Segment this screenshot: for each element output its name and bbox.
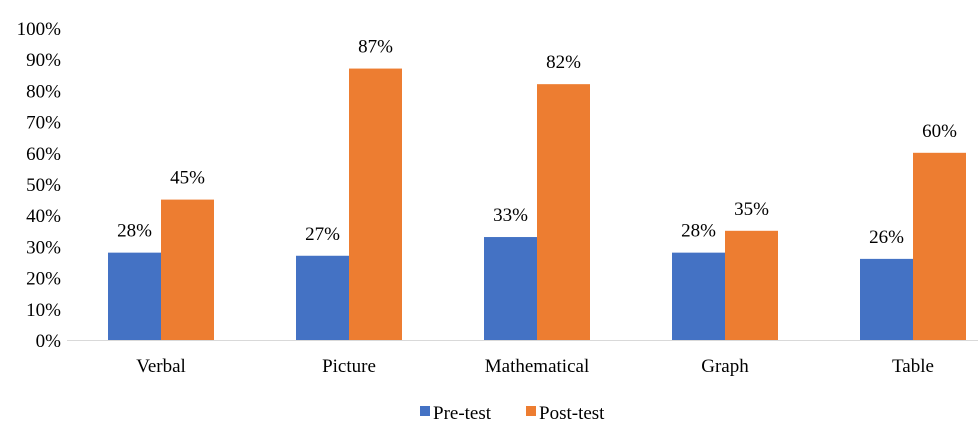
x-tick-label: Picture [322,356,376,377]
bar-pre-test [860,258,913,340]
y-tick-label: 50% [26,175,61,196]
bar-pre-test [296,255,349,340]
data-label-post-test: 35% [734,199,769,220]
bar-pre-test [672,252,725,340]
y-tick-label: 30% [26,237,61,258]
y-tick-label: 10% [26,300,61,321]
legend-label-post-test: Post-test [539,403,605,424]
data-label-post-test: 82% [546,52,581,73]
data-label-post-test: 60% [922,121,957,142]
data-label-post-test: 87% [358,37,393,58]
data-label-post-test: 45% [170,168,205,189]
bar-post-test [725,230,778,340]
y-axis: 0% 10% 20% 30% 40% 50% 60% 70% 80% 90% 100% [17,19,62,352]
y-tick-label: 20% [26,269,61,290]
data-label-pre-test: 28% [117,221,152,242]
bar-post-test [913,152,966,340]
legend-label-pre-test: Pre-test [433,403,492,424]
x-tick-label: Verbal [136,356,186,377]
bar-pre-test [108,252,161,340]
y-tick-label: 0% [36,331,62,352]
y-tick-label: 60% [26,144,61,165]
y-tick-label: 70% [26,113,61,134]
legend-swatch-pre-test [420,406,430,416]
data-label-pre-test: 26% [869,227,904,248]
data-label-pre-test: 28% [681,221,716,242]
bar-post-test [349,68,402,340]
x-tick-label: Graph [701,356,749,377]
bar-post-test [161,199,214,340]
legend: Pre-test Post-test [420,403,605,424]
y-tick-label: 100% [17,19,62,40]
legend-swatch-post-test [526,406,536,416]
data-label-pre-test: 33% [493,205,528,226]
data-labels: 28% 45% 27% 87% 33% 82% 28% 35% 26% 60% [117,37,957,248]
y-tick-label: 90% [26,50,61,71]
y-tick-label: 40% [26,206,61,227]
y-tick-label: 80% [26,81,61,102]
x-tick-label: Table [892,356,934,377]
x-tick-label: Mathematical [485,356,589,377]
data-label-pre-test: 27% [305,224,340,245]
bar-pre-test [484,237,537,340]
bar-post-test [537,84,590,340]
x-axis: Verbal Picture Mathematical Graph Table [67,340,978,377]
bars [108,68,966,340]
